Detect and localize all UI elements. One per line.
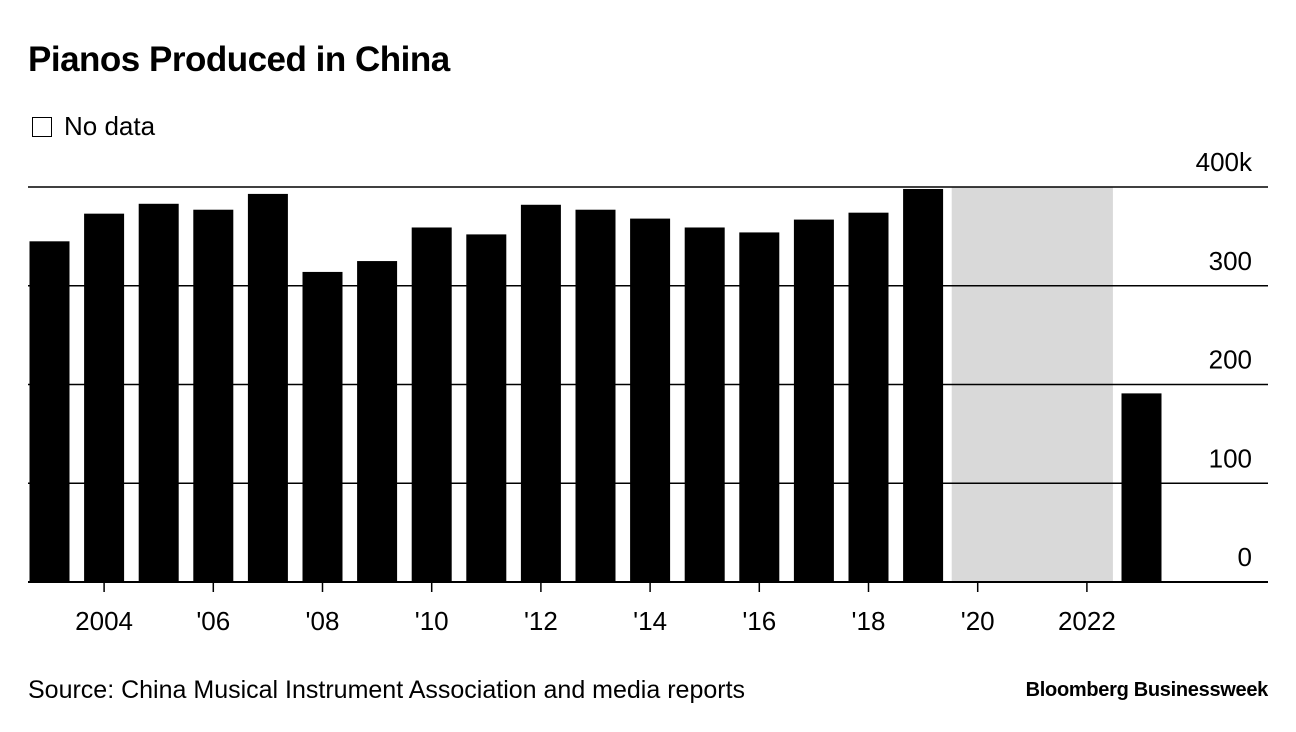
bar-2011 bbox=[466, 234, 507, 582]
y-tick-label-400: 400k bbox=[1196, 147, 1253, 177]
bar-2008 bbox=[302, 271, 343, 582]
x-tick-label-2018: '18 bbox=[852, 606, 886, 636]
x-tick-label-2022: 2022 bbox=[1058, 606, 1116, 636]
y-tick-label-300: 300 bbox=[1209, 246, 1252, 276]
bar-2007 bbox=[247, 193, 288, 582]
x-tick-label-2006: '06 bbox=[196, 606, 230, 636]
tick-labels: 2004 '06 '08 '10 '12 '14 '16 '18 '20 2022 0 100 200 3… bbox=[75, 147, 1253, 636]
x-tick-label-2008: '08 bbox=[306, 606, 340, 636]
bar-2005 bbox=[138, 203, 179, 582]
legend: No data bbox=[32, 111, 155, 142]
x-tick-label-2012: '12 bbox=[524, 606, 558, 636]
bar-2010 bbox=[411, 227, 452, 583]
bar-2004 bbox=[84, 213, 125, 582]
chart-title: Pianos Produced in China bbox=[28, 40, 450, 79]
bar-2014 bbox=[630, 218, 671, 582]
bar-2016 bbox=[739, 232, 780, 583]
bar-2012 bbox=[520, 204, 561, 582]
bar-2015 bbox=[684, 227, 725, 583]
bar-2019 bbox=[903, 188, 944, 582]
brand-logo: Bloomberg Businessweek bbox=[1025, 679, 1269, 701]
bar-2023 bbox=[1121, 393, 1162, 582]
x-tick-label-2016: '16 bbox=[742, 606, 776, 636]
y-tick-label-100: 100 bbox=[1209, 443, 1252, 473]
legend-no-data-label: No data bbox=[64, 111, 156, 141]
y-tick-label-0: 0 bbox=[1238, 542, 1252, 572]
axes bbox=[28, 581, 1268, 592]
x-tick-label-2010: '10 bbox=[415, 606, 449, 636]
x-tick-label-2004: 2004 bbox=[75, 606, 133, 636]
bar-2009 bbox=[357, 261, 398, 582]
bar-2017 bbox=[793, 219, 834, 582]
bar-2003 bbox=[29, 241, 70, 582]
bar-2018 bbox=[848, 212, 889, 583]
bars bbox=[29, 188, 1162, 583]
y-tick-label-200: 200 bbox=[1209, 345, 1252, 375]
bar-2013 bbox=[575, 209, 616, 582]
x-tick-label-2014: '14 bbox=[633, 606, 667, 636]
source-note: Source: China Musical Instrument Associa… bbox=[28, 676, 746, 704]
no-data-swatch bbox=[32, 116, 52, 137]
bar-2006 bbox=[193, 209, 234, 582]
x-tick-label-2020: '20 bbox=[961, 606, 995, 636]
